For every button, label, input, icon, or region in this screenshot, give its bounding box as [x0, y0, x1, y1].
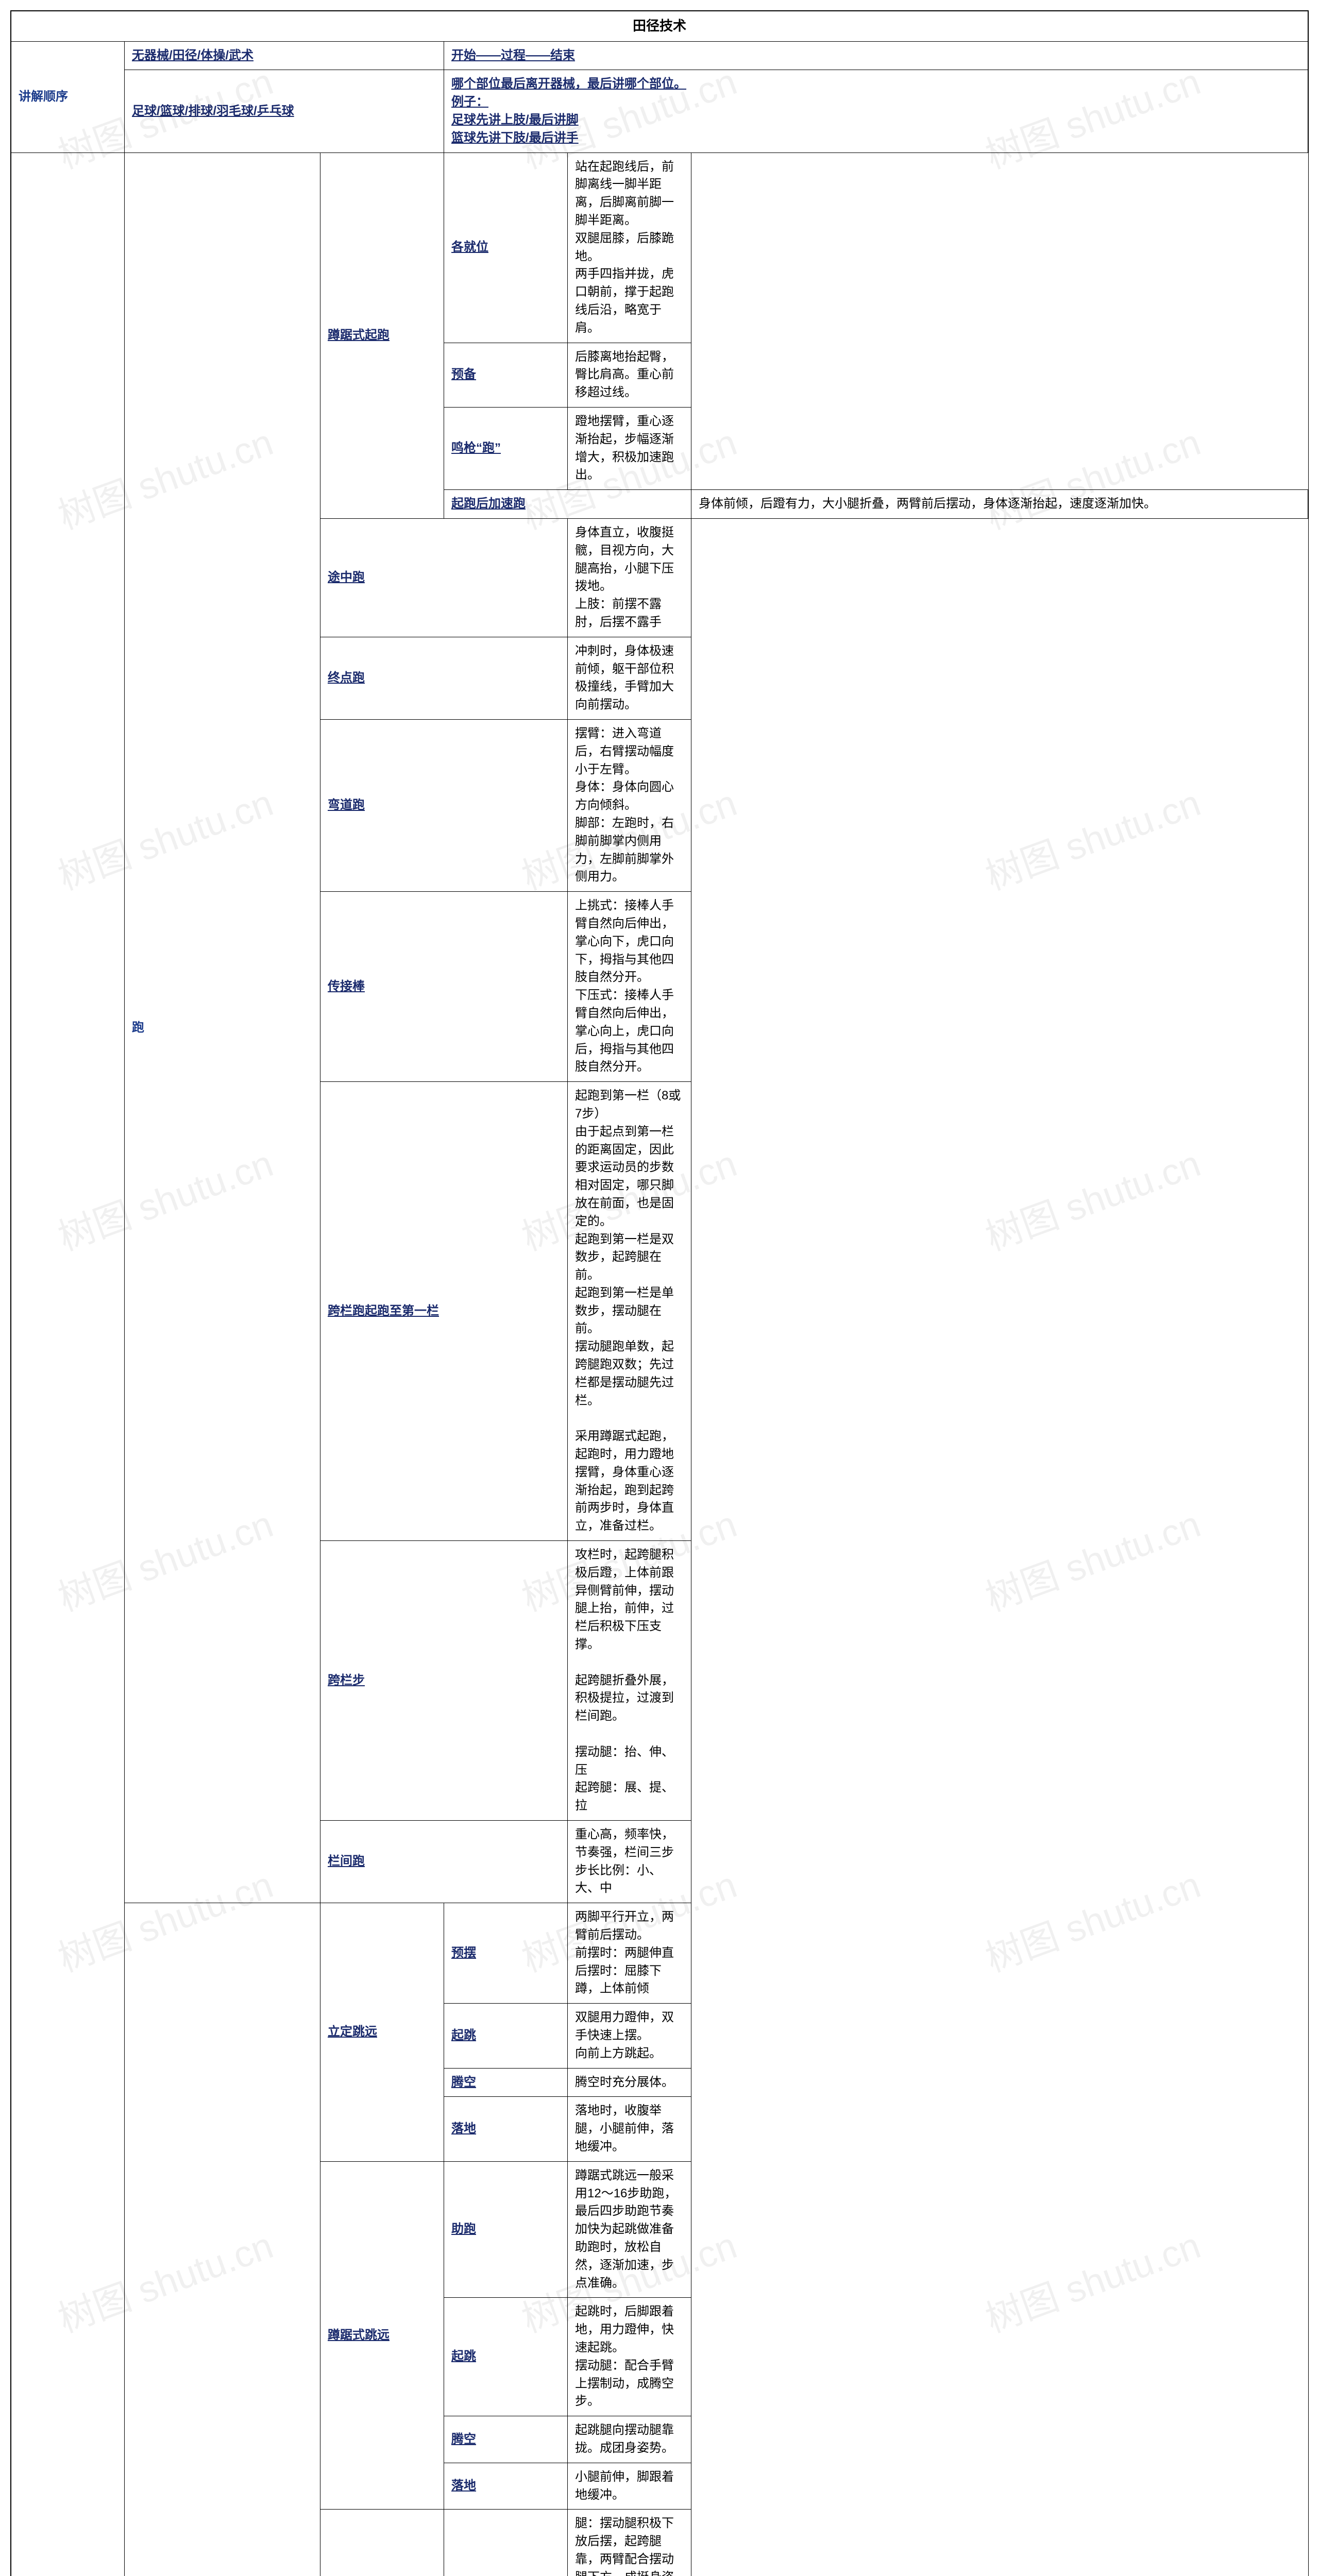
- desc-cell: 腿：摆动腿积极下放后摆，起跨腿靠，两臂配合摆动腿下方，成挺身姿势。落地时，双臂向…: [568, 2510, 691, 2576]
- desc-cell: 小腿前伸，脚跟着地缓冲。: [568, 2463, 691, 2510]
- l3-label: 跨栏跑起跑至第一栏: [320, 1082, 568, 1541]
- desc-cell: 双腿用力蹬伸，双手快速上摆。向前上方跳起。: [568, 2004, 691, 2068]
- section-label: 跑: [125, 152, 320, 1903]
- section-label: 跳: [125, 1903, 320, 2576]
- desc-cell: 摆臂：进入弯道后，右臂摆动幅度小于左臂。身体：身体向圆心方向倾斜。脚部：左跑时，…: [568, 719, 691, 891]
- desc-cell: 两脚平行开立，两臂前后摆动。前摆时：两腿伸直后摆时：屈膝下蹲，上体前倾: [568, 1903, 691, 2004]
- l3-label: 弯道跑: [320, 719, 568, 891]
- l3-label: 途中跑: [320, 519, 568, 637]
- l3-label: 栏间跑: [320, 1821, 568, 1903]
- page-title: 田径技术: [11, 11, 1308, 42]
- desc-cell: 起跳腿向摆动腿靠拢。成团身姿势。: [568, 2416, 691, 2463]
- l3-label: 跨栏步: [320, 1541, 568, 1821]
- header-row2-left: 足球/篮球/排球/羽毛球/乒乓球: [125, 70, 444, 152]
- l3-label: 蹲踞式起跑: [320, 152, 444, 518]
- desc-cell: 落地时，收腹举腿，小腿前伸，落地缓冲。: [568, 2097, 691, 2161]
- l4-label: 腾空: [444, 2510, 568, 2576]
- desc-cell: 起跳时，后脚跟着地，用力蹬伸，快速起跳。摆动腿：配合手臂上摆制动，成腾空步。: [568, 2298, 691, 2416]
- l3-label: 终点跑: [320, 637, 568, 719]
- l3-label: 传接棒: [320, 892, 568, 1082]
- outline-table: 田径技术讲解顺序无器械/田径/体操/武术开始——过程——结束足球/篮球/排球/羽…: [11, 11, 1308, 2576]
- l3-label: 挺身式跳远: [320, 2510, 444, 2576]
- l4-label: 起跳: [444, 2004, 568, 2068]
- desc-cell: 身体前倾，后蹬有力，大小腿折叠，两臂前后摆动，身体逐渐抬起，速度逐渐加快。: [691, 490, 1308, 519]
- desc-cell: 站在起跑线后，前脚离线一脚半距离，后脚离前脚一脚半距离。双腿屈膝，后膝跪地。两手…: [568, 152, 691, 343]
- desc-cell: 攻栏时，起跨腿积极后蹬，上体前跟异侧臂前伸，摆动腿上抬，前伸，过栏后积极下压支撑…: [568, 1541, 691, 1821]
- desc-cell: 冲刺时，身体极速前倾，躯干部位积极撞线，手臂加大向前摆动。: [568, 637, 691, 719]
- desc-cell: 腾空时充分展体。: [568, 2068, 691, 2097]
- header-row1-left: 无器械/田径/体操/武术: [125, 41, 444, 70]
- l4-label: 鸣枪“跑”: [444, 408, 568, 490]
- desc-cell: 蹬地摆臂，重心逐渐抬起，步幅逐渐增大，积极加速跑出。: [568, 408, 691, 490]
- l4-label: 落地: [444, 2463, 568, 2510]
- desc-cell: 重心高，频率快，节奏强，栏间三步步长比例：小、大、中: [568, 1821, 691, 1903]
- l4-label: 预摆: [444, 1903, 568, 2004]
- header-left-label: 讲解顺序: [11, 41, 125, 152]
- l3-label: 立定跳远: [320, 1903, 444, 2162]
- l4-label: 腾空: [444, 2068, 568, 2097]
- l3-label: 蹲踞式跳远: [320, 2161, 444, 2510]
- desc-cell: 后膝离地抬起臀，臀比肩高。重心前移超过线。: [568, 343, 691, 407]
- l4-label: 预备: [444, 343, 568, 407]
- header-row1-right: 开始——过程——结束: [444, 41, 1308, 70]
- desc-cell: 身体直立，收腹挺髋，目视方向，大腿高抬，小腿下压拨地。上肢：前摆不露肘，后摆不露…: [568, 519, 691, 637]
- header-row2-right: 哪个部位最后离开器械，最后讲哪个部位。例子：足球先讲上肢/最后讲脚篮球先讲下肢/…: [444, 70, 1308, 152]
- desc-cell: 上挑式：接棒人手臂自然向后伸出，掌心向下，虎口向下，拇指与其他四肢自然分开。下压…: [568, 892, 691, 1082]
- l4-label: 起跳: [444, 2298, 568, 2416]
- l4-label: 各就位: [444, 152, 568, 343]
- l3-label: 起跑后加速跑: [444, 490, 691, 519]
- desc-cell: 起跑到第一栏（8或7步）由于起点到第一栏的距离固定，因此要求运动员的步数相对固定…: [568, 1082, 691, 1541]
- l4-label: 助跑: [444, 2161, 568, 2298]
- outline-sheet: 田径技术讲解顺序无器械/田径/体操/武术开始——过程——结束足球/篮球/排球/羽…: [10, 10, 1309, 2576]
- l4-label: 腾空: [444, 2416, 568, 2463]
- desc-cell: 蹲踞式跳远一般采用12～16步助跑，最后四步助跑节奏加快为起跳做准备助跑时，放松…: [568, 2161, 691, 2298]
- root-label: 田径: [11, 152, 125, 2576]
- l4-label: 落地: [444, 2097, 568, 2161]
